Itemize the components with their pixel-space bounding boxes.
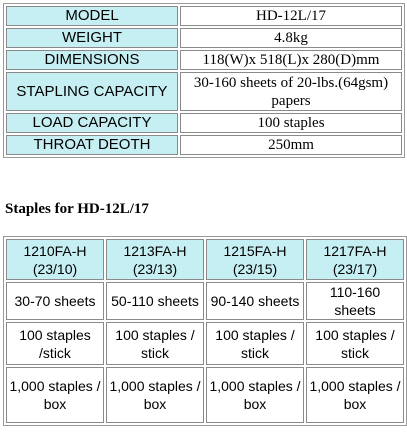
staple-cell: 1,000 staples / box	[6, 367, 104, 423]
spec-label: DIMENSIONS	[6, 50, 178, 70]
spec-value: 250mm	[180, 135, 402, 155]
header-cell: 1217FA-H (23/17)	[306, 239, 404, 280]
header-text: (23/10)	[32, 260, 78, 277]
spec-table: MODEL HD-12L/17 WEIGHT 4.8kg DIMENSIONS 118(W…	[3, 3, 405, 158]
header-cell: 1215FA-H (23/15)	[206, 239, 304, 280]
spec-row: LOAD CAPACITY 100 staples	[6, 113, 402, 133]
spec-label: MODEL	[6, 6, 178, 26]
spec-row: WEIGHT 4.8kg	[6, 28, 402, 48]
staples-table: 1210FA-H (23/10) 1213FA-H (23/13) 1215FA-H (2…	[3, 236, 407, 426]
spec-label: STAPLING CAPACITY	[6, 72, 178, 111]
spec-value: 4.8kg	[180, 28, 402, 48]
staple-cell: 1,000 staples / box	[106, 367, 204, 423]
spec-row: DIMENSIONS 118(W)x 518(L)x 280(D)mm	[6, 50, 402, 70]
spec-label: THROAT DEOTH	[6, 135, 178, 155]
section-heading: Staples for HD-12L/17	[5, 201, 149, 217]
header-row: 1210FA-H (23/10) 1213FA-H (23/13) 1215FA-H (2…	[6, 239, 404, 280]
staple-row: 100 staples /stick 100 staples / stick 100…	[6, 322, 404, 365]
spec-label: LOAD CAPACITY	[6, 113, 178, 133]
header-cell: 1213FA-H (23/13)	[106, 239, 204, 280]
staple-cell: 90-140 sheets	[206, 282, 304, 320]
staple-cell: 50-110 sheets	[106, 282, 204, 320]
header-text: (23/13)	[132, 260, 178, 277]
header-text: 1210FA-H	[23, 242, 87, 259]
header-text: (23/17)	[332, 260, 378, 277]
spec-value: HD-12L/17	[180, 6, 402, 26]
spec-row: STAPLING CAPACITY 30-160 sheets of 20-lbs…	[6, 72, 402, 111]
staple-cell: 100 staples /stick	[6, 322, 104, 365]
staple-cell: 30-70 sheets	[6, 282, 104, 320]
staple-cell: 110-160 sheets	[306, 282, 404, 320]
spec-value: 100 staples	[180, 113, 402, 133]
header-text: (23/15)	[232, 260, 278, 277]
staple-cell: 100 staples / stick	[306, 322, 404, 365]
staple-cell: 100 staples / stick	[106, 322, 204, 365]
staple-cell: 1,000 staples / box	[306, 367, 404, 423]
header-text: 1217FA-H	[323, 242, 387, 259]
spec-value: 30-160 sheets of 20-lbs.(64gsm) papers	[180, 72, 402, 111]
spec-label: WEIGHT	[6, 28, 178, 48]
staple-cell: 1,000 staples / box	[206, 367, 304, 423]
staple-row: 1,000 staples / box 1,000 staples / box 1,…	[6, 367, 404, 423]
spec-row: MODEL HD-12L/17	[6, 6, 402, 26]
staple-row: 30-70 sheets 50-110 sheets 90-140 sheets 11…	[6, 282, 404, 320]
staple-cell: 100 staples / stick	[206, 322, 304, 365]
header-text: 1213FA-H	[123, 242, 187, 259]
spec-row: THROAT DEOTH 250mm	[6, 135, 402, 155]
header-cell: 1210FA-H (23/10)	[6, 239, 104, 280]
header-text: 1215FA-H	[223, 242, 287, 259]
spec-value: 118(W)x 518(L)x 280(D)mm	[180, 50, 402, 70]
